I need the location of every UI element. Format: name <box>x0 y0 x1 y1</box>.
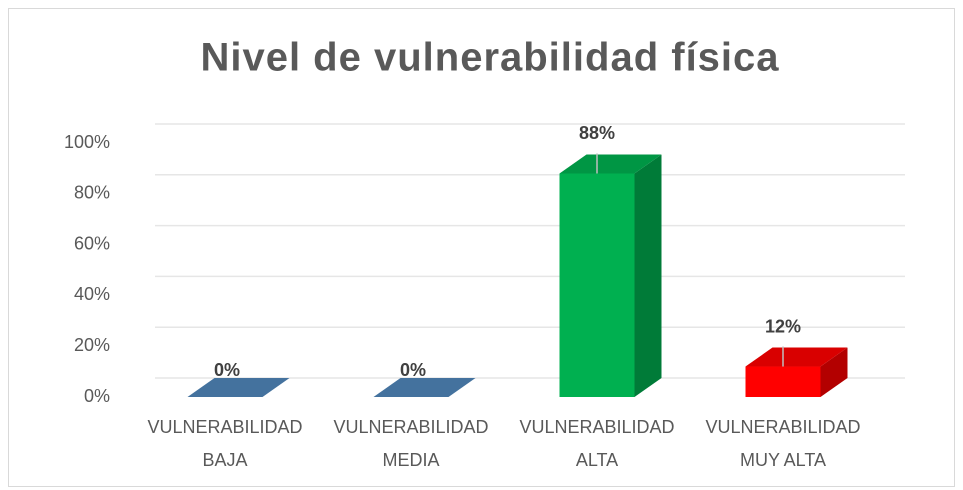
y-tick-label: 60% <box>74 233 110 253</box>
x-tick-label: VULNERABILIDAD BAJA <box>147 417 302 470</box>
y-tick-label: 80% <box>74 183 110 203</box>
y-tick-label: 20% <box>74 335 110 355</box>
y-tick-label: 40% <box>74 284 110 304</box>
y-tick-label: 0% <box>84 386 110 406</box>
bar-top <box>745 347 848 367</box>
x-tick-label: VULNERABILIDAD ALTA <box>519 417 674 470</box>
bar <box>559 173 635 397</box>
x-tick-line: VULNERABILIDAD <box>147 417 302 437</box>
bar-top <box>559 154 662 174</box>
value-label: 0% <box>214 360 240 380</box>
bar <box>745 366 821 397</box>
x-tick-line: BAJA <box>202 450 247 470</box>
x-tick-line: MEDIA <box>382 450 439 470</box>
x-tick-line: ALTA <box>576 450 618 470</box>
x-tick-line: VULNERABILIDAD <box>333 417 488 437</box>
x-tick-line: MUY ALTA <box>740 450 826 470</box>
chart-title: Nivel de vulnerabilidad física <box>200 36 779 80</box>
bar-side <box>634 154 662 397</box>
bar-side <box>820 347 848 397</box>
value-label: 88% <box>579 123 615 143</box>
value-label: 12% <box>765 316 801 336</box>
bar-top <box>373 378 476 397</box>
chart-border <box>8 8 955 487</box>
bar-top <box>187 378 290 397</box>
y-tick-label: 100% <box>64 132 110 152</box>
x-tick-label: VULNERABILIDAD MEDIA <box>333 417 488 470</box>
x-tick-line: VULNERABILIDAD <box>519 417 674 437</box>
value-label: 0% <box>400 360 426 380</box>
x-tick-line: VULNERABILIDAD <box>705 417 860 437</box>
x-tick-label: VULNERABILIDAD MUY ALTA <box>705 417 860 470</box>
